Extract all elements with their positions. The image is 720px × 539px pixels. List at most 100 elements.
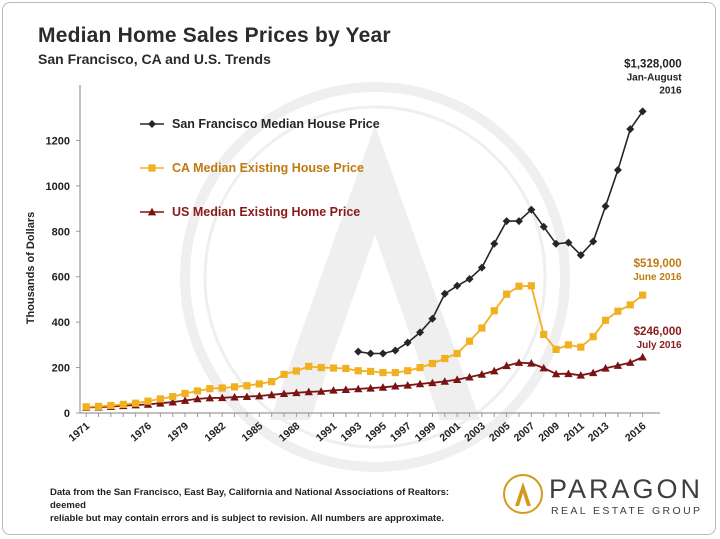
y-tick-label: 200 <box>52 363 70 375</box>
y-tick-label: 600 <box>52 272 70 284</box>
series-ca-point <box>366 367 375 376</box>
x-tick-label: 1988 <box>277 420 303 444</box>
legend-sf-marker <box>148 120 156 128</box>
series-sf-point <box>502 217 511 226</box>
x-tick-label: 2011 <box>562 420 587 444</box>
series-ca-point <box>354 367 362 375</box>
series-us-point <box>452 375 462 383</box>
series-us-point <box>230 392 239 401</box>
series-sf-point <box>477 263 486 272</box>
series-sf-point <box>514 217 523 226</box>
series-sf-point <box>613 165 622 174</box>
series-sf-point <box>564 238 573 247</box>
series-us-point <box>255 391 264 400</box>
series-us-point <box>292 388 301 397</box>
series-ca-point <box>292 367 300 375</box>
series-sf-point <box>601 202 610 211</box>
annotation-ca-line: $519,000 <box>634 258 682 270</box>
legend-item-us: US Median Existing Home Price <box>140 205 360 219</box>
legend-sf-label: San Francisco Median House Price <box>172 117 380 131</box>
series-ca-point <box>404 367 412 375</box>
series-ca-point <box>132 399 140 407</box>
legend-ca-marker <box>148 164 156 172</box>
paragon-logo-mark-icon <box>503 474 543 514</box>
series-ca-point <box>527 282 535 290</box>
series-us-point <box>378 383 388 391</box>
series-us-point <box>193 394 202 403</box>
paragon-logo: PARAGON REAL ESTATE GROUP <box>503 472 713 522</box>
series-ca-point <box>206 385 214 393</box>
series-ca-point <box>193 387 202 395</box>
series-sf-point <box>527 205 536 214</box>
series-us-point <box>205 393 215 402</box>
series-us-point <box>551 369 561 378</box>
series-ca-point <box>280 370 288 378</box>
series-ca-point <box>329 364 338 372</box>
series-ca-point <box>317 363 325 372</box>
series-sf <box>354 107 647 358</box>
series-ca-point <box>490 307 498 315</box>
series-us-point <box>354 384 363 393</box>
series-sf-point <box>416 328 425 337</box>
series-ca-point <box>441 354 449 363</box>
x-tick-label: 1997 <box>388 420 414 444</box>
series-ca-point <box>614 307 622 315</box>
series-us-point <box>514 358 524 366</box>
series-sf-point <box>366 349 375 358</box>
series-ca-point <box>268 378 276 386</box>
series-us-point <box>279 389 289 398</box>
series-sf-point <box>539 222 548 231</box>
series-us-point <box>366 384 375 392</box>
series-us-line <box>86 356 643 409</box>
x-tick-label: 2009 <box>536 420 562 444</box>
series-us-point <box>527 359 536 367</box>
series-us-point <box>403 381 412 389</box>
logo-tagline: REAL ESTATE GROUP <box>551 505 703 517</box>
x-tick-label: 1995 <box>363 420 389 444</box>
x-tick-label: 1971 <box>67 420 93 444</box>
series-ca-point <box>589 333 597 341</box>
annotation-us: $246,000 July 2016 <box>634 326 682 351</box>
series-us-point <box>502 361 511 370</box>
series-us-point <box>316 387 326 395</box>
x-tick-label: 1993 <box>339 420 365 444</box>
series-ca-point <box>391 368 399 377</box>
x-tick-label: 2007 <box>512 420 538 444</box>
series-sf-point <box>576 251 585 260</box>
series-sf-point <box>428 314 437 323</box>
series-ca-point <box>255 380 263 388</box>
series-us-point <box>168 397 177 406</box>
series-ca-point <box>540 330 548 339</box>
series-ca-point <box>626 301 634 309</box>
series-ca-point <box>82 403 90 411</box>
series-us-point <box>490 366 499 375</box>
series-ca-point <box>156 395 164 403</box>
series-us-point <box>601 364 610 372</box>
series-us-point <box>626 358 635 366</box>
series-sf-point <box>589 237 598 246</box>
series-us-point <box>613 361 623 369</box>
series-ca-point <box>181 389 189 398</box>
series-us-point <box>465 372 474 381</box>
x-tick-label: 2016 <box>623 420 649 444</box>
series-us-point <box>218 393 227 402</box>
series-ca-point <box>119 400 127 408</box>
series-ca-point <box>564 341 573 349</box>
series-us-point <box>267 390 276 399</box>
series-us-point <box>156 399 165 407</box>
series-us-point <box>588 368 598 377</box>
series-ca-line <box>86 284 644 408</box>
series-ca-point <box>230 383 239 391</box>
series-us-point <box>242 392 252 401</box>
series-ca-point <box>169 393 177 401</box>
series-sf-point <box>440 289 449 298</box>
series-ca-point <box>107 401 115 410</box>
series-ca-point <box>465 337 474 345</box>
legend-item-ca: CA Median Existing House Price <box>140 161 364 175</box>
series-ca-point <box>577 343 585 351</box>
series-ca-point <box>478 324 486 332</box>
annotation-us-line: $246,000 <box>634 326 682 338</box>
series-sf-point <box>638 107 647 116</box>
series-ca-point <box>416 363 424 372</box>
